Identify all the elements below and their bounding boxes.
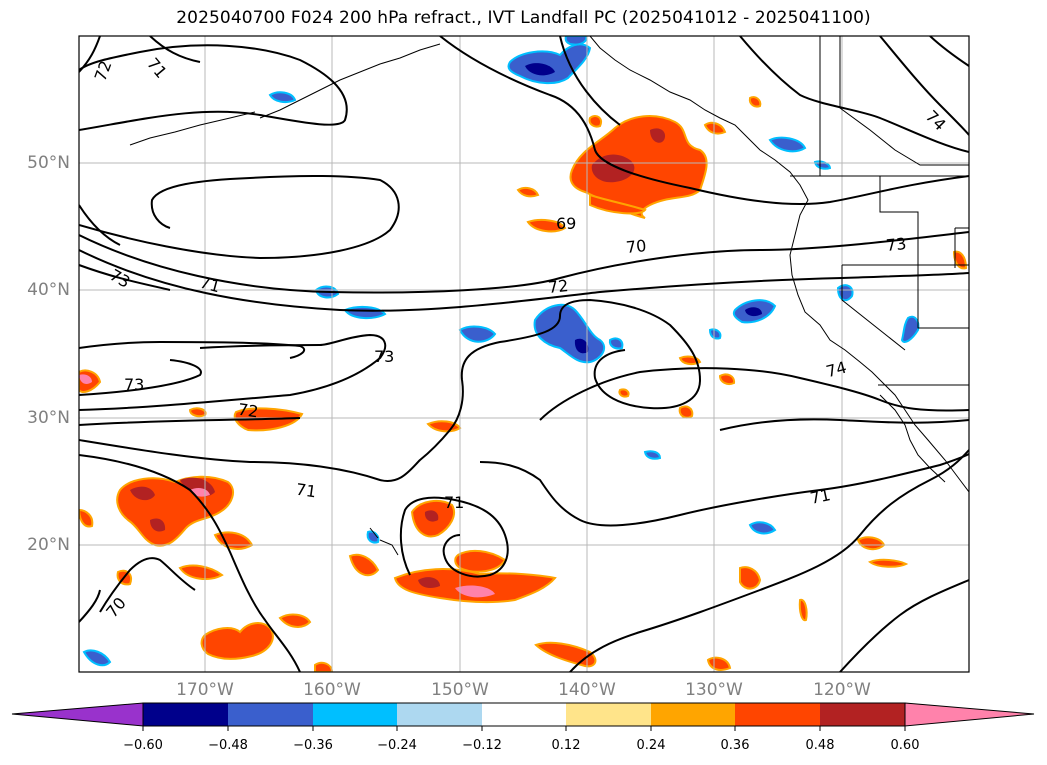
colorbar-tick-label: 0.60 (890, 738, 920, 753)
contour-label: 71 (198, 273, 223, 297)
colorbar-bin (735, 703, 820, 726)
positive-shading (79, 96, 968, 672)
contour-label: 70 (625, 236, 647, 257)
lat-label: 30°N (27, 408, 70, 428)
colorbar-bin (313, 703, 397, 726)
colorbar-tick-label: −0.24 (377, 738, 417, 753)
colorbar-bin (651, 703, 735, 726)
colorbar (11, 702, 1035, 731)
colorbar-bin (820, 703, 905, 726)
contour-label: 71 (295, 480, 318, 502)
negative-shading (82, 36, 920, 667)
contour-label: 71 (808, 485, 832, 508)
colorbar-tick-label: 0.12 (551, 738, 581, 753)
lat-label: 50°N (27, 153, 70, 173)
contour-label: 69 (556, 214, 576, 233)
colorbar-bin (228, 703, 313, 726)
map-area (79, 36, 969, 672)
contour-label: 74 (824, 358, 849, 382)
lon-label: 140°W (558, 680, 616, 700)
map-title: 2025040700 F024 200 hPa refract., IVT La… (176, 8, 871, 28)
lon-label: 170°W (176, 680, 234, 700)
contour-label: 71 (444, 493, 464, 512)
contour-label: 73 (885, 234, 907, 255)
lat-label: 20°N (27, 535, 70, 555)
contour-lines (79, 36, 969, 672)
colorbar-bin (482, 703, 566, 726)
colorbar-tick-label: 0.48 (805, 738, 835, 753)
lon-label: 160°W (303, 680, 361, 700)
contour-label: 72 (237, 400, 260, 422)
colorbar-tick-label: −0.60 (123, 738, 163, 753)
contour-label: 72 (547, 276, 569, 297)
colorbar-extend-max (904, 702, 1035, 727)
colorbar-tick-label: −0.36 (293, 738, 333, 753)
colorbar-tick-label: −0.48 (208, 738, 248, 753)
colorbar-bin (397, 703, 482, 726)
colorbar-extend-min (11, 702, 144, 727)
colorbar-bin (566, 703, 651, 726)
lat-label: 40°N (27, 280, 70, 300)
lon-label: 130°W (685, 680, 743, 700)
lon-label: 120°W (813, 680, 871, 700)
lon-label: 150°W (431, 680, 489, 700)
colorbar-tick-label: −0.12 (462, 738, 502, 753)
contour-label: 73 (124, 375, 144, 394)
contour-label: 73 (374, 347, 394, 366)
colorbar-bin (143, 703, 228, 726)
colorbar-tick-label: 0.24 (636, 738, 666, 753)
colorbar-tick-label: 0.36 (720, 738, 750, 753)
map-frame (78, 35, 970, 673)
